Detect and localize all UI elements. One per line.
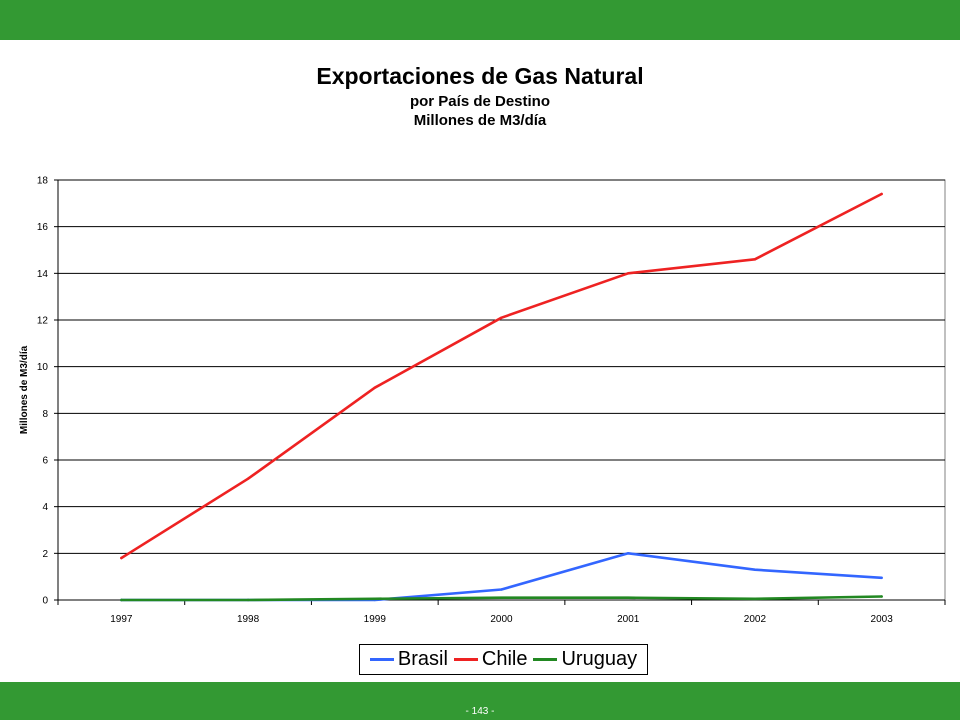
y-axis-title: Millones de M3/día	[19, 345, 30, 434]
legend-item-brasil: Brasil	[369, 648, 448, 671]
legend-label-chile: Chile	[481, 648, 528, 670]
x-tick-label: 2003	[871, 614, 894, 625]
data-point-chile	[627, 272, 630, 275]
legend-swatch-uruguay	[533, 658, 558, 661]
data-point-uruguay	[373, 597, 376, 601]
data-point-uruguay	[753, 597, 757, 601]
y-tick-label: 12	[37, 316, 49, 327]
y-tick-label: 16	[37, 222, 49, 233]
x-tick-label: 1998	[237, 614, 260, 625]
y-tick-label: 14	[37, 269, 49, 280]
data-point-uruguay	[500, 596, 503, 599]
legend-swatch-chile	[453, 658, 478, 661]
y-tick-label: 6	[42, 456, 48, 467]
data-point-brasil	[753, 568, 757, 571]
chart-legend: Brasil Chile Uruguay	[359, 644, 648, 675]
y-tick-label: 4	[42, 502, 48, 513]
legend-label-uruguay: Uruguay	[561, 648, 638, 670]
bottom-banner	[0, 682, 960, 720]
legend-item-uruguay: Uruguay	[533, 648, 637, 671]
data-point-uruguay	[627, 596, 630, 599]
x-tick-label: 1999	[364, 614, 387, 625]
data-point-chile	[880, 192, 883, 196]
chart-subtitle-1: por País de Destino	[409, 93, 551, 110]
data-point-brasil	[500, 588, 503, 591]
chart-title: Exportaciones de Gas Natural	[316, 63, 644, 89]
data-point-uruguay	[880, 595, 883, 598]
grid-lines	[57, 179, 946, 601]
chart-titles: Exportaciones de Gas Natural por País de…	[0, 60, 960, 130]
top-banner	[0, 0, 960, 40]
legend-swatch-brasil	[369, 658, 394, 661]
chart-subtitle-2: Millones de M3/día	[413, 112, 547, 129]
x-tick-label: 1997	[110, 614, 133, 625]
data-point-chile	[500, 316, 503, 319]
data-point-chile	[373, 386, 376, 389]
x-tick-label: 2000	[490, 614, 513, 625]
y-tick-label: 2	[42, 549, 48, 560]
data-point-brasil	[627, 552, 630, 555]
page-number: - 143 -	[465, 706, 495, 717]
y-tick-label: 18	[37, 176, 49, 187]
y-tick-label: 10	[37, 362, 49, 373]
plot-area	[57, 179, 946, 601]
data-point-chile	[753, 258, 757, 261]
legend-label-brasil: Brasil	[397, 648, 448, 670]
x-tick-label: 2001	[617, 614, 640, 625]
data-point-brasil	[880, 576, 883, 580]
y-tick-label: 8	[42, 409, 48, 420]
data-point-uruguay	[120, 598, 123, 602]
x-tick-label: 2002	[744, 614, 767, 625]
axis-ticks: 0 2 4 6 8 10 12 14 16 18 1997 1998 1999 2000 2001 2002 2…	[37, 176, 946, 625]
data-point-chile	[246, 477, 250, 480]
legend-item-chile: Chile	[453, 648, 528, 671]
series-lines	[120, 192, 883, 602]
data-point-uruguay	[246, 598, 250, 602]
data-point-chile	[120, 556, 123, 560]
y-tick-label: 0	[42, 596, 48, 607]
